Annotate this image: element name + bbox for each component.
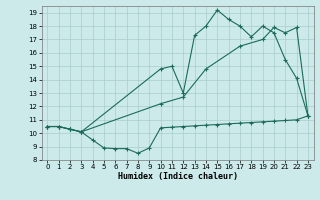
X-axis label: Humidex (Indice chaleur): Humidex (Indice chaleur) — [118, 172, 237, 181]
